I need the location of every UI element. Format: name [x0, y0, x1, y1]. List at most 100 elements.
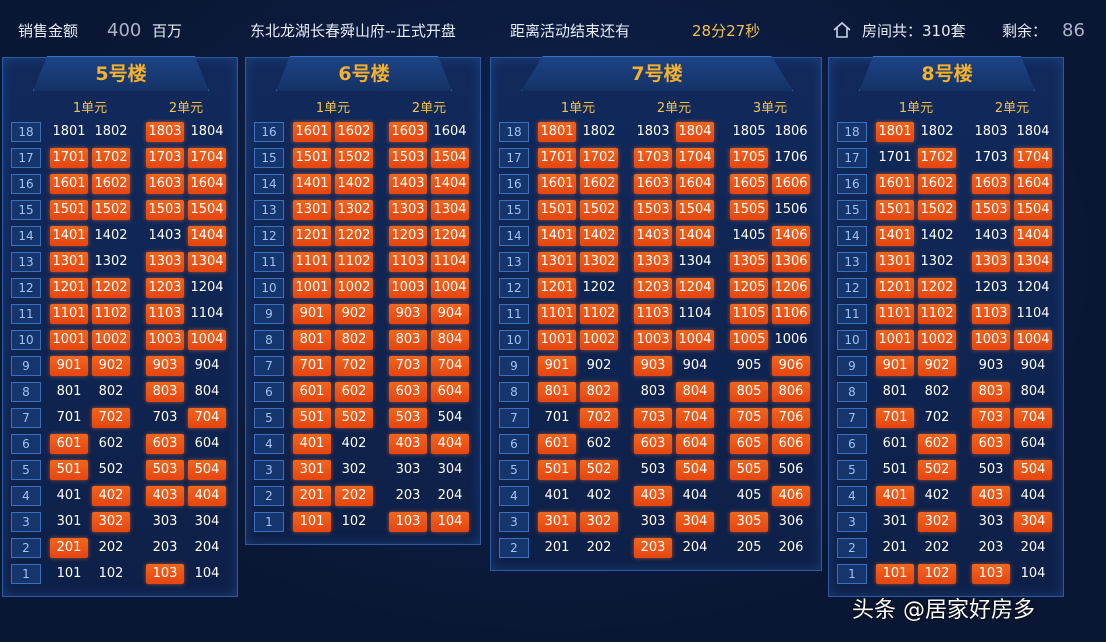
- room-available: 904: [682, 358, 708, 373]
- room-sold: 501: [538, 460, 576, 480]
- room-sold: 901: [293, 304, 331, 324]
- floor-label: 9: [254, 304, 284, 324]
- building-name: 7号楼: [521, 56, 793, 91]
- room-sold: 803: [146, 382, 184, 402]
- room-sold: 701: [293, 356, 331, 376]
- floor-label: 12: [254, 226, 284, 246]
- floor-label: 1: [837, 564, 867, 584]
- room-sold: 704: [676, 408, 714, 428]
- room-available: 203: [978, 540, 1004, 555]
- room-available: 601: [882, 436, 908, 451]
- floor-label: 2: [11, 538, 41, 558]
- room-available: 201: [882, 540, 908, 555]
- room-sold: 1004: [676, 330, 714, 350]
- room-sold: 802: [580, 382, 618, 402]
- room-sold: 1602: [335, 122, 373, 142]
- floor-label: 5: [499, 460, 529, 480]
- room-sold: 1702: [580, 148, 618, 168]
- room-available: 202: [98, 540, 124, 555]
- room-sold: 1003: [972, 330, 1010, 350]
- room-available: 503: [640, 462, 666, 477]
- unit-header: 3单元: [752, 101, 788, 116]
- room-available: 1804: [1016, 124, 1050, 139]
- floor-label: 10: [254, 278, 284, 298]
- room-available: 803: [640, 384, 666, 399]
- room-sold: 1501: [876, 200, 914, 220]
- room-available: 503: [978, 462, 1004, 477]
- room-sold: 1306: [772, 252, 810, 272]
- room-sold: 401: [293, 434, 331, 454]
- floor-label: 4: [11, 486, 41, 506]
- room-sold: 202: [335, 486, 373, 506]
- room-available: 1506: [774, 202, 808, 217]
- room-sold: 702: [335, 356, 373, 376]
- floor-label: 13: [837, 252, 867, 272]
- room-available: 1403: [974, 228, 1008, 243]
- room-sold: 1201: [876, 278, 914, 298]
- floor-label: 18: [499, 122, 529, 142]
- room-available: 1104: [190, 306, 224, 321]
- room-available: 1803: [974, 124, 1008, 139]
- room-sold: 1801: [538, 122, 576, 142]
- room-sold: 1803: [146, 122, 184, 142]
- room-sold: 706: [772, 408, 810, 428]
- floor-label: 16: [11, 174, 41, 194]
- room-sold: 504: [676, 460, 714, 480]
- room-sold: 903: [146, 356, 184, 376]
- room-available: 1402: [920, 228, 954, 243]
- room-sold: 1002: [335, 278, 373, 298]
- room-available: 1204: [1016, 280, 1050, 295]
- room-sold: 1602: [92, 174, 130, 194]
- building-panel: 5号楼 1单元 2单元 18 1801 1802 1803 1804 17 1701 1702 170…: [2, 56, 238, 597]
- room-sold: 301: [293, 460, 331, 480]
- room-available: 904: [194, 358, 220, 373]
- room-sold: 1606: [772, 174, 810, 194]
- remaining-label: 剩余：: [1002, 22, 1048, 40]
- room-sold: 1001: [50, 330, 88, 350]
- building-name: 8号楼: [859, 56, 1035, 91]
- room-available: 404: [1020, 488, 1046, 503]
- floor-label: 8: [11, 382, 41, 402]
- room-sold: 604: [431, 382, 469, 402]
- room-sold: 1401: [538, 226, 576, 246]
- room-sold: 1404: [431, 174, 469, 194]
- room-sold: 305: [730, 512, 768, 532]
- floor-label: 5: [11, 460, 41, 480]
- unit-header: 1单元: [898, 101, 934, 116]
- room-available: 701: [544, 410, 570, 425]
- room-available: 301: [56, 514, 82, 529]
- room-sold: 1605: [730, 174, 768, 194]
- room-available: 306: [778, 514, 804, 529]
- floor-label: 6: [254, 382, 284, 402]
- room-available: 104: [194, 566, 220, 581]
- room-sold: 901: [50, 356, 88, 376]
- room-available: 201: [544, 540, 570, 555]
- room-available: 304: [437, 462, 463, 477]
- room-sold: 502: [918, 460, 956, 480]
- room-sold: 602: [335, 382, 373, 402]
- floor-label: 7: [254, 356, 284, 376]
- floor-label: 10: [11, 330, 41, 350]
- room-sold: 1103: [972, 304, 1010, 324]
- room-sold: 1101: [293, 252, 331, 272]
- room-sold: 704: [188, 408, 226, 428]
- room-available: 501: [882, 462, 908, 477]
- room-sold: 603: [972, 434, 1010, 454]
- room-sold: 1303: [634, 252, 672, 272]
- room-available: 203: [395, 488, 421, 503]
- floor-label: 1: [11, 564, 41, 584]
- room-sold: 304: [676, 512, 714, 532]
- room-sold: 1301: [876, 252, 914, 272]
- floor-label: 11: [837, 304, 867, 324]
- room-sold: 603: [634, 434, 672, 454]
- floor-label: 8: [499, 382, 529, 402]
- room-sold: 603: [146, 434, 184, 454]
- room-sold: 1404: [1014, 226, 1052, 246]
- room-sold: 1501: [50, 200, 88, 220]
- floor-label: 6: [837, 434, 867, 454]
- room-sold: 1503: [972, 200, 1010, 220]
- room-sold: 1601: [538, 174, 576, 194]
- floor-label: 13: [499, 252, 529, 272]
- room-sold: 501: [293, 408, 331, 428]
- room-available: 804: [194, 384, 220, 399]
